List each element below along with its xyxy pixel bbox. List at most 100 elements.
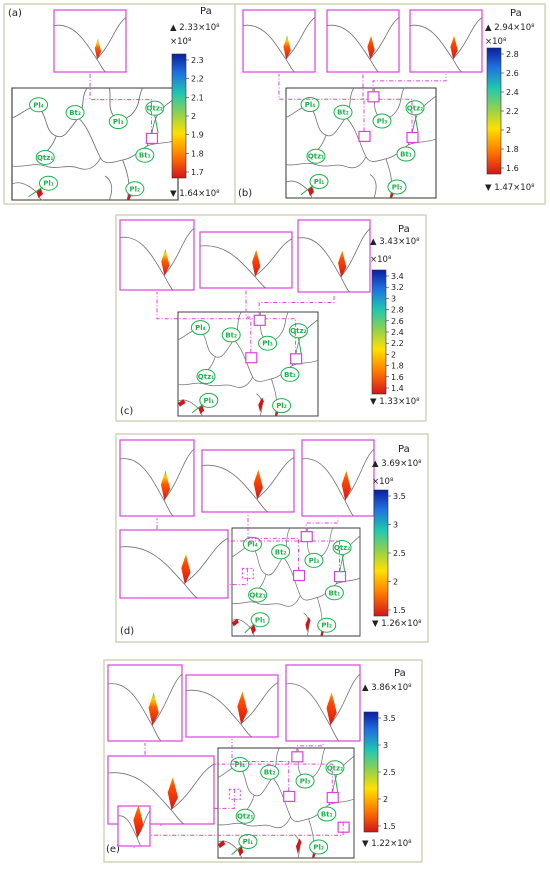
mineral-name: Pl₂ (130, 185, 141, 193)
zoom-marker (292, 569, 306, 582)
zoom-marker (291, 751, 304, 763)
zoom-inset-frame (301, 439, 375, 517)
mineral-ring (333, 104, 353, 120)
mineral-ring (280, 366, 300, 382)
zoom-inset (301, 439, 375, 517)
inset-boundary (107, 683, 162, 742)
inset-stress-zone (338, 250, 347, 278)
inset-boundary (119, 458, 174, 517)
mineral-name: Qtz₁ (249, 591, 265, 599)
mineral-name: Pl₄ (234, 761, 245, 769)
zoom-inset-frame (117, 805, 151, 847)
zoom-inset (409, 9, 483, 73)
colorbar: 2.3 2.2 2.1 2 1.9 1.8 1.7 (171, 53, 204, 179)
inset-boundary (201, 464, 269, 513)
mineral-label-qtz1: Qtz₁ (248, 587, 268, 603)
mineral-label-pl3: Pl₃ (372, 113, 392, 129)
inset-boundary (199, 245, 267, 289)
zoom-leader (296, 743, 324, 752)
colorbar-tick-label: 2.2 (191, 75, 204, 84)
mineral-name: Pl₄ (195, 324, 206, 332)
stress-hotspot (258, 397, 264, 413)
mineral-ring (35, 149, 55, 165)
mineral-name: Bt₂ (275, 548, 287, 556)
inset-stress-zone (450, 35, 458, 60)
inset-boundary (344, 448, 375, 500)
zoom-marker (358, 130, 371, 142)
mineral-name: Bt₁ (321, 811, 333, 819)
mineral-name: Pl₄ (247, 541, 258, 549)
mineral-ring (304, 552, 324, 568)
zoom-inset (119, 529, 229, 599)
mineral-ring (396, 146, 416, 162)
zoom-marker (333, 570, 347, 583)
colorbar-tick-label: 2.5 (393, 549, 406, 558)
zoom-inset-frame (297, 219, 371, 293)
inset-boundary (256, 457, 295, 499)
mineral-ring (135, 147, 155, 163)
zoom-marker (145, 132, 159, 144)
unit-label: Pa (200, 6, 212, 17)
pl1-arrow (191, 404, 204, 414)
mineral-ring (248, 587, 268, 603)
zoom-inset (285, 664, 361, 742)
stress-hotspot (305, 616, 311, 633)
mineral-name: Bt₂ (225, 331, 237, 339)
inset-boundary (369, 17, 400, 59)
stress-hotspot (218, 840, 226, 849)
inset-boundary (340, 228, 371, 277)
colorbar-gradient (363, 711, 379, 833)
zoom-inset-frame (53, 9, 127, 73)
inset-boundary (164, 448, 195, 500)
inset-stress-zone (237, 691, 248, 725)
panel-label: (a) (8, 8, 22, 19)
qtz2-arrow (414, 114, 419, 133)
zoom-leader (144, 743, 333, 793)
mineral-ring (260, 764, 280, 780)
mineral-label-pl1: Pl₁ (309, 174, 329, 189)
colorbar-tick-label: 1.4 (391, 384, 404, 393)
mineral-label-bt1: Bt₁ (280, 366, 300, 382)
mineral-name: Bt₁ (139, 152, 151, 160)
mineral-ring (317, 806, 337, 822)
mineral-label-pl4: Pl₄ (29, 97, 49, 113)
zoom-leader (305, 518, 339, 532)
inset-boundary (409, 24, 462, 73)
zoom-leader (245, 290, 252, 353)
mineral-label-qtz1: Qtz₁ (235, 808, 255, 824)
mineral-name: Bt₁ (329, 589, 341, 597)
mineral-ring (108, 114, 128, 130)
unit-label: Pa (394, 668, 406, 679)
min-value: ▼ 1.33×10⁸ (370, 397, 420, 407)
inset-boundary (297, 237, 351, 293)
colorbar-tick-label: 2.5 (383, 768, 396, 777)
colorbar-gradient (373, 489, 389, 617)
mineral-name: Qtz₂ (407, 104, 423, 112)
colorbar-tick-label: 2.1 (191, 93, 204, 102)
inset-boundary (119, 546, 198, 599)
mineral-name: Pl₄ (305, 101, 316, 109)
inset-stress-zone (161, 248, 170, 276)
colorbar-tick-label: 3 (391, 294, 396, 303)
inset-stress-zone (160, 470, 171, 501)
colorbar-exponent: ×10⁸ (370, 255, 392, 265)
zoom-inset (297, 219, 371, 293)
zoom-inset-frame (119, 219, 195, 291)
mineral-name: Qtz₂ (147, 105, 163, 113)
max-value: ▲ 3.43×10⁸ (370, 237, 420, 247)
mineral-name: Pl₃ (262, 340, 273, 348)
mineral-label-pl2: Pl₂ (387, 179, 407, 195)
zoom-inset-frame (201, 449, 295, 513)
zoom-inset (107, 755, 215, 825)
colorbar-tick-label: 2 (383, 795, 388, 804)
zoom-inset (53, 9, 127, 73)
inset-boundary (240, 682, 279, 724)
min-value: ▼ 1.64×10⁸ (170, 189, 220, 199)
colorbar-tick-label: 3.2 (391, 283, 404, 292)
mineral-label-bt1: Bt₁ (135, 147, 155, 163)
mineral-name: Pl₂ (276, 402, 287, 410)
zoom-inset-frame (409, 9, 483, 73)
inset-boundary (301, 458, 355, 517)
qtz2-arrow (334, 774, 339, 793)
mineral-ring (221, 327, 241, 343)
